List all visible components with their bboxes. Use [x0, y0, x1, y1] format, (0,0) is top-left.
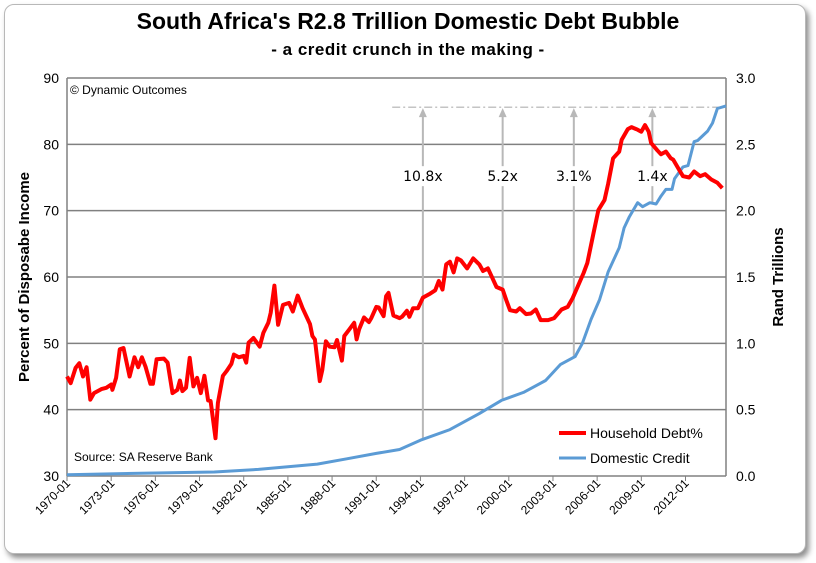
y2-tick-label: 2.0 — [736, 203, 756, 219]
x-tick-label: 2009-01 — [606, 476, 647, 517]
x-tick-label: 2006-01 — [562, 476, 603, 517]
x-tick-label: 1997-01 — [430, 476, 471, 517]
x-tick-label: 1979-01 — [165, 476, 206, 517]
source-text: Source: SA Reserve Bank — [74, 450, 214, 464]
x-tick-label: 1988-01 — [297, 476, 338, 517]
y2-axis-title: Rand Trillions — [770, 227, 787, 326]
y2-tick-label: 0.5 — [736, 402, 756, 418]
annotation-label-bg — [630, 166, 675, 187]
annotation-label: 5.2x — [487, 169, 518, 185]
chart-title: South Africa's R2.8 Trillion Domestic De… — [136, 8, 680, 34]
y2-tick-label: 1.0 — [736, 335, 756, 351]
y2-tick-label: 2.5 — [736, 136, 756, 152]
y-tick-label: 40 — [43, 402, 59, 418]
annotation-label: 3.1% — [556, 169, 592, 185]
x-tick-label: 1976-01 — [120, 476, 161, 517]
x-tick-label: 1985-01 — [253, 476, 294, 517]
copyright-text: © Dynamic Outcomes — [70, 83, 187, 97]
y2-tick-label: 3.0 — [736, 70, 756, 86]
annotation-label: 1.4x — [637, 169, 668, 185]
annotation-label-bg — [400, 166, 445, 187]
x-tick-label: 1991-01 — [341, 476, 382, 517]
y-tick-label: 70 — [43, 203, 59, 219]
y-tick-label: 80 — [43, 136, 59, 152]
legend-label-household-debt: Household Debt% — [590, 425, 703, 441]
annotation-label: 10.8x — [403, 169, 442, 185]
domestic-credit-line — [66, 104, 727, 477]
y-tick-label: 90 — [43, 70, 59, 86]
y-tick-label: 50 — [43, 335, 59, 351]
x-tick-label: 1994-01 — [386, 476, 427, 517]
y-tick-label: 30 — [43, 468, 59, 484]
x-tick-label: 1982-01 — [209, 476, 250, 517]
household-debt-line — [65, 123, 724, 441]
y-tick-label: 60 — [43, 269, 59, 285]
x-tick-label: 1973-01 — [76, 476, 117, 517]
y-axis-title: Percent of Disposabe Income — [16, 172, 33, 382]
annotation-arrowhead — [569, 108, 578, 118]
x-tick-label: 2003-01 — [518, 476, 559, 517]
annotation-arrowhead — [418, 108, 427, 118]
annotation-label-bg — [480, 166, 525, 187]
x-tick-label: 2012-01 — [651, 476, 692, 517]
y2-tick-label: 1.5 — [736, 269, 756, 285]
x-tick-label: 2000-01 — [474, 476, 515, 517]
legend: Household Debt% Domestic Credit — [559, 425, 703, 466]
annotation-arrowhead — [648, 108, 657, 118]
chart-card — [4, 4, 806, 554]
y2-tick-label: 0.0 — [736, 468, 756, 484]
annotation-label-bg — [551, 166, 596, 187]
annotation-arrowhead — [498, 108, 507, 118]
legend-label-domestic-credit: Domestic Credit — [590, 450, 690, 466]
chart-subtitle: - a credit crunch in the making - — [271, 40, 545, 59]
